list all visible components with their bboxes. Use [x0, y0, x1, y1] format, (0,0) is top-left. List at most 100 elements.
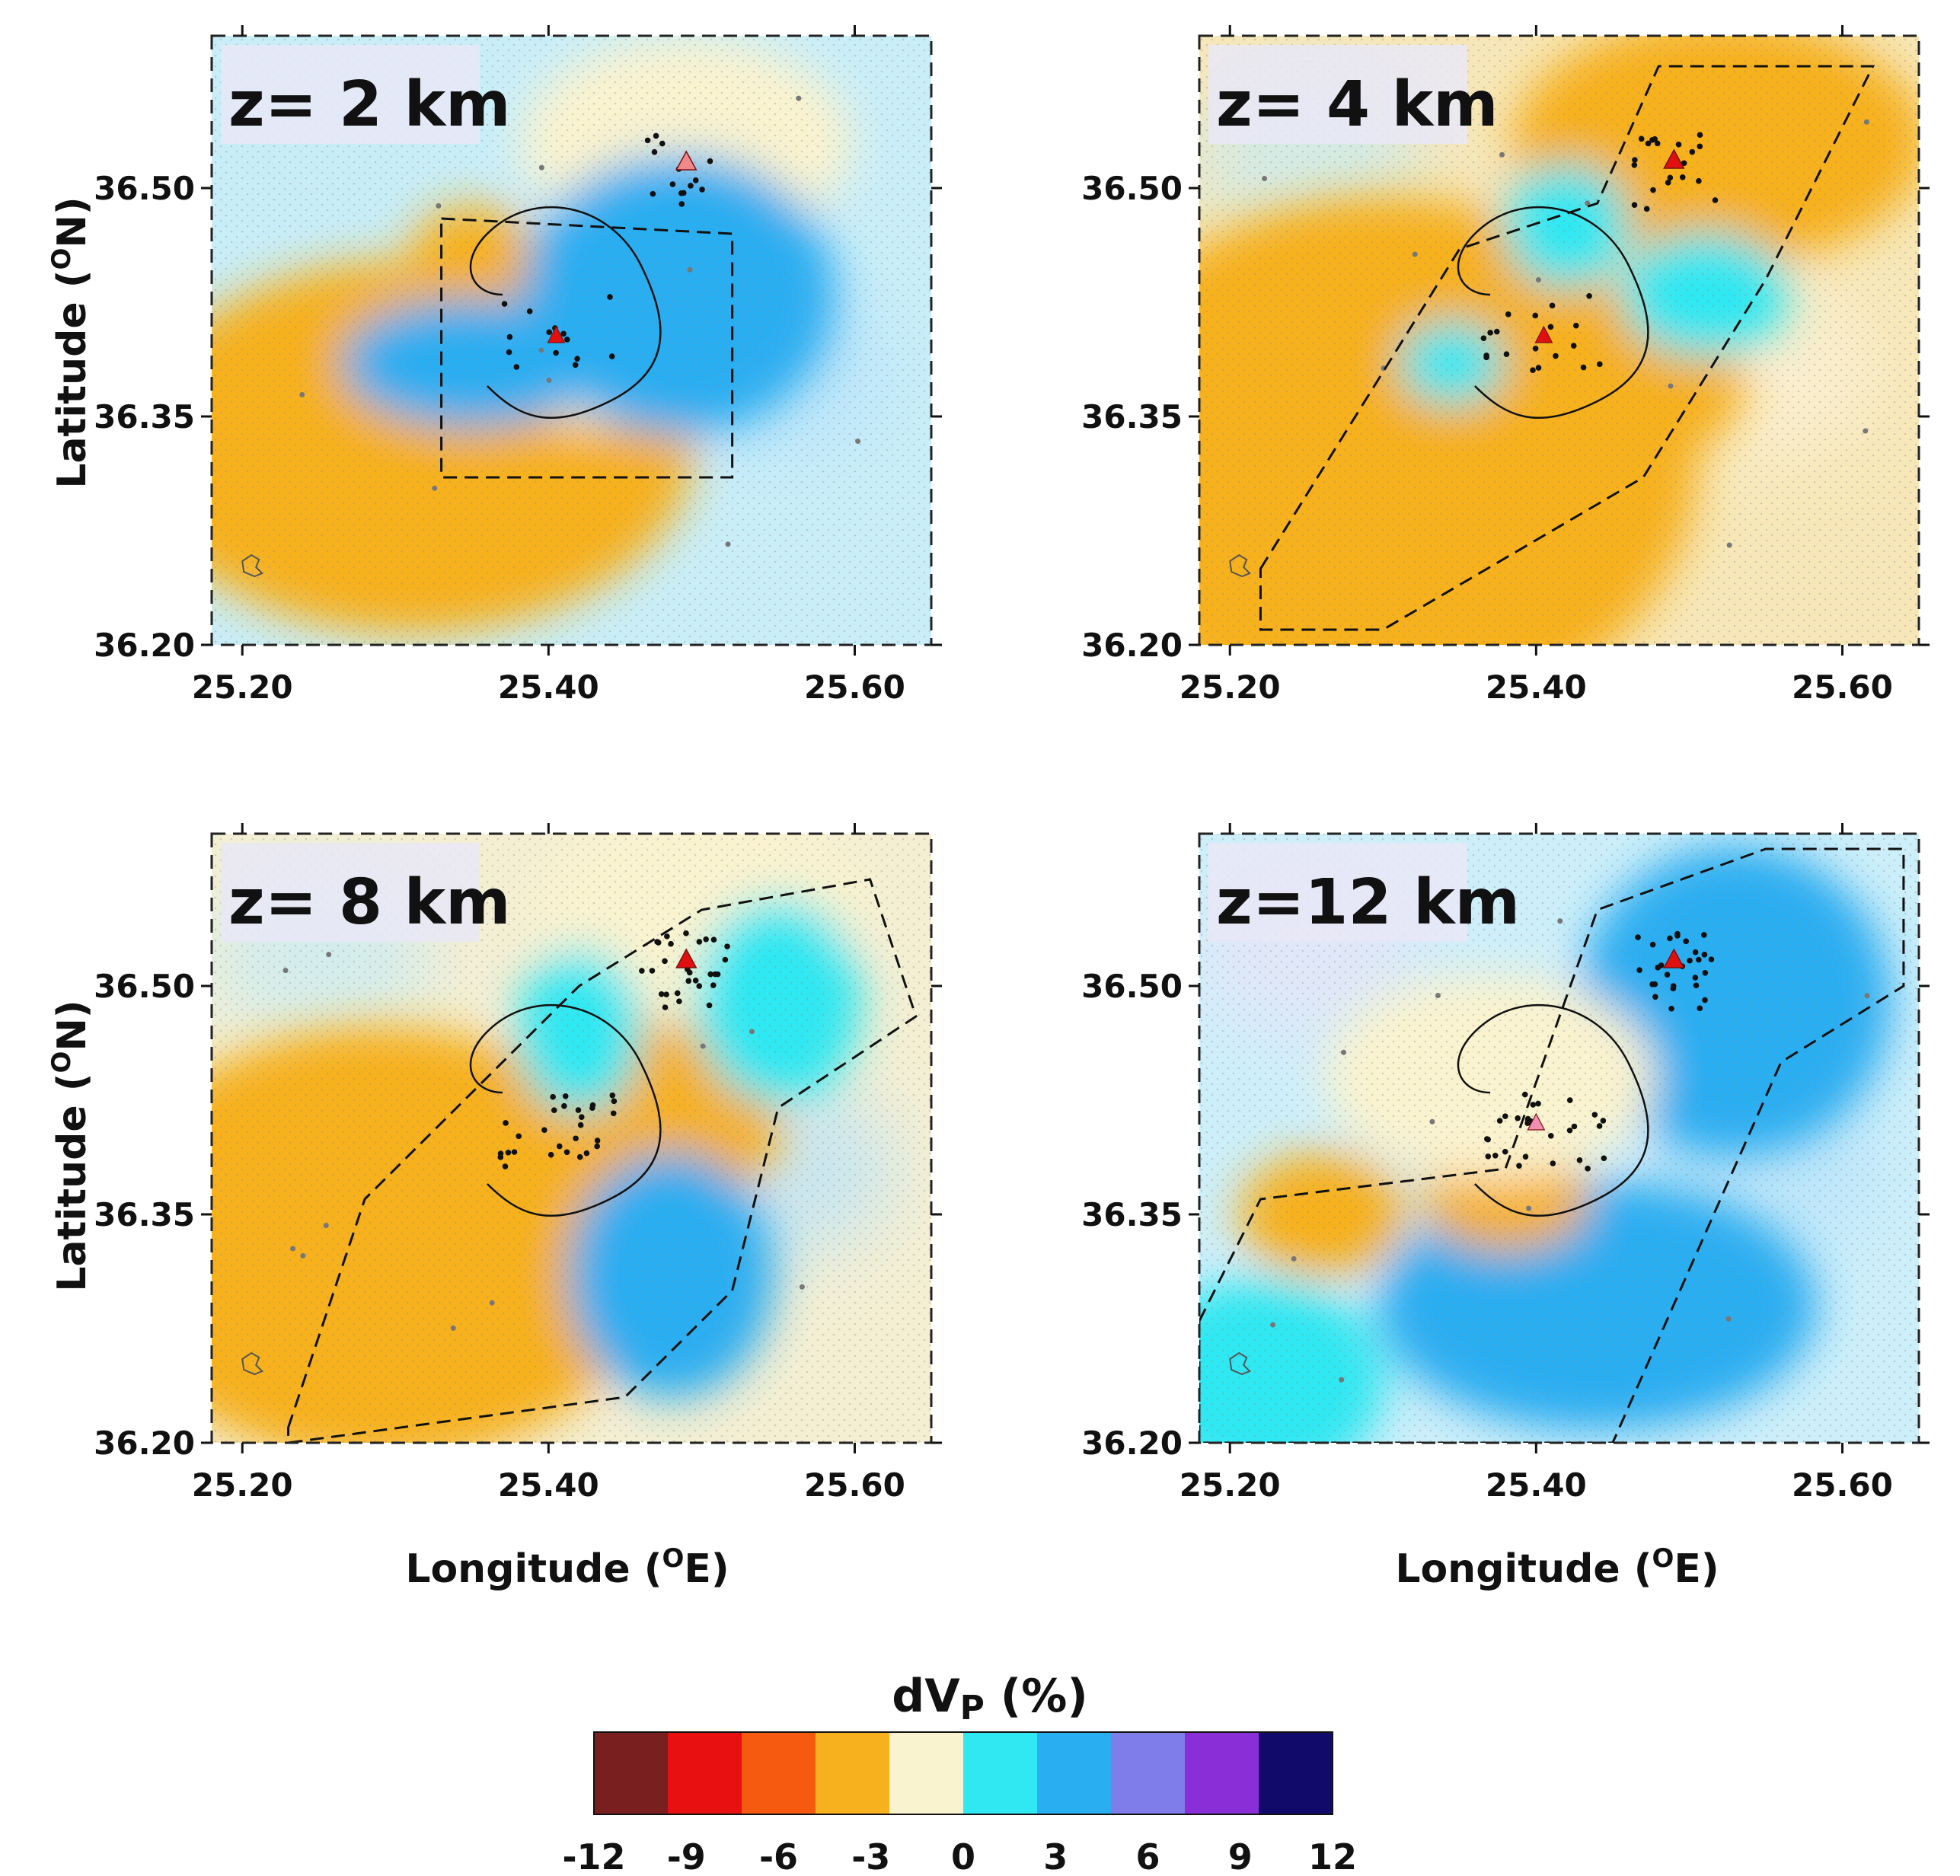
earthquake-dot — [1547, 1132, 1554, 1139]
earthquake-dot — [696, 983, 703, 989]
ytick-label: 36.20 — [94, 1425, 195, 1462]
earthquake-dots — [1270, 918, 1870, 1383]
earthquake-dot — [687, 266, 693, 273]
earthquake-dot — [1526, 1205, 1532, 1211]
earthquake-dot — [707, 971, 713, 978]
islet-outline — [1229, 1351, 1251, 1376]
earthquake-dot — [576, 1153, 583, 1160]
earthquake-dot — [579, 1114, 585, 1120]
island-outline — [1457, 1003, 1649, 1217]
earthquake-dot — [1535, 365, 1542, 371]
earthquake-dot — [1566, 1127, 1573, 1134]
colorbar-tick-label: 9 — [1228, 1836, 1253, 1876]
earthquake-dot — [1681, 160, 1687, 167]
colorbar-segment — [1111, 1732, 1186, 1814]
earthquake-dot — [692, 177, 699, 183]
earthquake-dot — [583, 1150, 590, 1157]
earthquake-dot — [724, 943, 730, 949]
earthquake-dot — [609, 1092, 616, 1099]
colorbar-segment — [1037, 1732, 1112, 1814]
earthquake-dot — [707, 158, 713, 164]
earthquake-dot — [1429, 1118, 1435, 1125]
earthquake-dot — [650, 190, 656, 197]
map-panel-z4: z= 4 km 36.20 36.35 36.50 25.20 25.40 25.60 — [1081, 25, 1930, 706]
earthquake-dot — [553, 349, 559, 356]
colorbar-title: dVP (%) — [892, 1670, 1088, 1728]
earthquake-dot — [1697, 1005, 1703, 1012]
earthquake-dot — [710, 936, 717, 943]
earthquake-dot — [1692, 975, 1699, 981]
station-marker — [1534, 325, 1553, 343]
earthquake-dot — [1550, 1160, 1556, 1166]
colorbar-segment — [742, 1732, 816, 1814]
ylabel-top: Latitude (ON) — [46, 196, 95, 488]
station-marker — [675, 150, 697, 171]
earthquake-dot — [1658, 962, 1665, 968]
depth-label: z=12 km — [1216, 866, 1520, 939]
earthquake-dot — [1667, 935, 1673, 942]
earthquake-dot — [594, 1143, 600, 1150]
colorbar-tick-label: -6 — [759, 1836, 798, 1876]
earthquake-dot — [685, 978, 692, 984]
earthquake-dot — [1701, 952, 1708, 958]
earthquake-dot — [526, 308, 533, 314]
earthquake-dot — [1670, 985, 1677, 992]
xtick-label: 25.40 — [1486, 1466, 1587, 1504]
ytick-label: 36.35 — [94, 1196, 195, 1233]
earthquake-dot — [563, 1149, 570, 1156]
earthquake-dot — [326, 952, 332, 958]
earthquake-dot — [436, 203, 442, 209]
map-frame — [1198, 832, 1920, 1444]
earthquake-dot — [1571, 1123, 1578, 1130]
station-marker — [1527, 1112, 1546, 1131]
earthquake-dot — [1522, 1153, 1529, 1160]
earthquake-dot — [1339, 1377, 1345, 1383]
colorbar-tick-label: -9 — [667, 1836, 706, 1876]
earthquake-dot — [1654, 140, 1661, 147]
xtick-label: 25.60 — [1792, 1466, 1893, 1504]
ytick-label: 36.20 — [1081, 627, 1183, 664]
earthquake-dot — [1701, 932, 1707, 938]
earthquake-dot — [1535, 277, 1541, 283]
resolution-boundary — [1259, 65, 1875, 631]
earthquake-dot — [1632, 157, 1638, 163]
colorbar-tick-label: -12 — [562, 1836, 625, 1876]
earthquake-dot — [572, 362, 579, 368]
earthquake-dot — [676, 998, 682, 1005]
ytick-label: 36.50 — [1081, 968, 1183, 1005]
earthquake-dot — [1863, 428, 1869, 434]
earthquake-dot — [1697, 143, 1703, 150]
earthquake-dot — [546, 329, 553, 336]
earthquake-dot — [663, 991, 669, 997]
colorbar-segment — [889, 1732, 964, 1814]
earthquake-dot — [749, 1029, 755, 1035]
earthquake-dot — [1570, 343, 1577, 349]
xtick-label: 25.60 — [1792, 668, 1893, 706]
earthquake-dot — [1524, 1116, 1531, 1123]
earthquake-dot — [1863, 119, 1869, 125]
xlabel-right: Longitude (OE) — [1395, 1543, 1719, 1592]
earthquake-dot — [688, 183, 694, 189]
earthquake-dot — [1675, 141, 1682, 148]
earthquake-dot — [1697, 132, 1703, 139]
earthquake-dot — [700, 1043, 706, 1049]
earthquake-dot — [574, 356, 580, 362]
earthquake-dot — [1532, 345, 1539, 352]
earthquake-dot — [561, 1102, 567, 1109]
xtick-label: 25.20 — [1180, 1466, 1281, 1504]
earthquake-dot — [658, 991, 665, 997]
earthquake-dot — [497, 1150, 504, 1157]
earthquake-dot — [639, 968, 645, 974]
station-marker — [675, 948, 697, 968]
xtick-label: 25.60 — [804, 1466, 905, 1504]
ytick-label: 36.50 — [1081, 170, 1183, 207]
earthquake-dot — [799, 1284, 805, 1290]
earthquake-dot — [1726, 542, 1732, 548]
earthquake-dot — [573, 1135, 579, 1142]
earthquake-dot — [1664, 972, 1671, 978]
earthquake-dot — [1683, 938, 1690, 945]
earthquake-dot — [1532, 312, 1539, 319]
station-marker — [1663, 148, 1685, 169]
earthquake-dot — [1665, 180, 1671, 186]
xtick-label: 25.20 — [1180, 668, 1281, 706]
